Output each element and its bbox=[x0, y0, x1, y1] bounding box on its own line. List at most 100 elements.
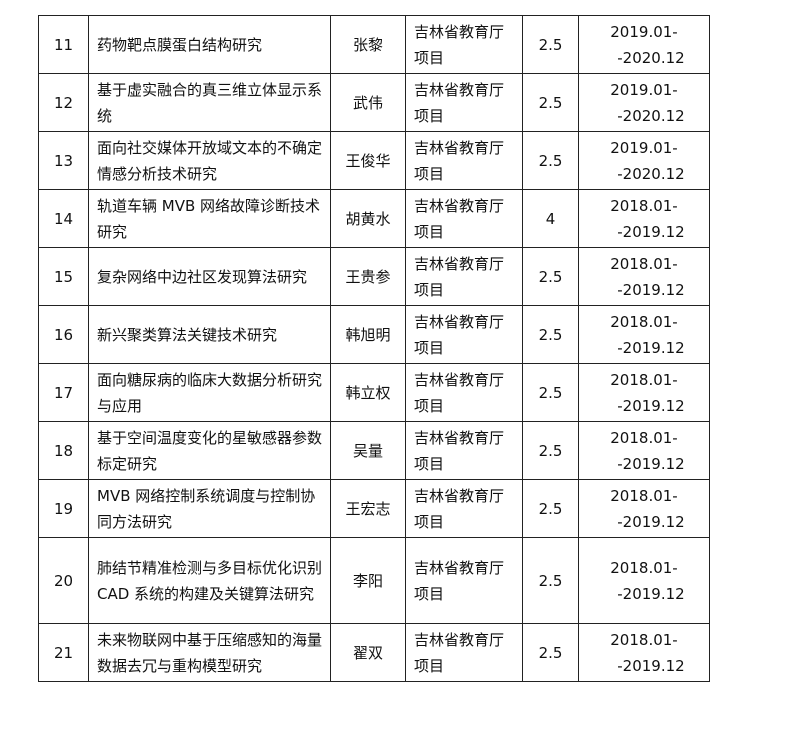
row-number: 14 bbox=[38, 189, 89, 248]
project-funding: 2.5 bbox=[522, 247, 579, 306]
table-row: 18 基于空间温度变化的星敏感器参数标定研究 吴量 吉林省教育厅项目 2.5 2018.0… bbox=[38, 421, 710, 480]
period-end: -2019.12 bbox=[617, 338, 685, 357]
period-end: -2019.12 bbox=[617, 222, 685, 241]
row-number: 16 bbox=[38, 305, 89, 364]
project-funding: 2.5 bbox=[522, 479, 579, 538]
project-period: 2018.01- -2019.12 bbox=[578, 537, 710, 624]
project-leader: 韩立权 bbox=[330, 363, 406, 422]
project-funding: 2.5 bbox=[522, 305, 579, 364]
period-end: -2020.12 bbox=[617, 48, 685, 67]
period-start: 2019.01- bbox=[610, 22, 678, 41]
project-funding: 2.5 bbox=[522, 73, 579, 132]
project-leader: 武伟 bbox=[330, 73, 406, 132]
project-period: 2018.01- -2019.12 bbox=[578, 189, 710, 248]
project-title: 轨道车辆 MVB 网络故障诊断技术研究 bbox=[88, 189, 331, 248]
table-row: 17 面向糖尿病的临床大数据分析研究与应用 韩立权 吉林省教育厅项目 2.5 2018.0… bbox=[38, 363, 710, 422]
project-period: 2019.01- -2020.12 bbox=[578, 131, 710, 190]
table-row: 13 面向社交媒体开放域文本的不确定情感分析技术研究 王俊华 吉林省教育厅项目 2.5 2… bbox=[38, 131, 710, 190]
project-period: 2019.01- -2020.12 bbox=[578, 15, 710, 74]
period-start: 2019.01- bbox=[610, 138, 678, 157]
project-leader: 胡黄水 bbox=[330, 189, 406, 248]
project-source: 吉林省教育厅项目 bbox=[405, 189, 523, 248]
period-end: -2019.12 bbox=[617, 454, 685, 473]
row-number: 21 bbox=[38, 623, 89, 682]
project-title: 面向糖尿病的临床大数据分析研究与应用 bbox=[88, 363, 331, 422]
project-title: 新兴聚类算法关键技术研究 bbox=[88, 305, 331, 364]
project-period: 2018.01- -2019.12 bbox=[578, 363, 710, 422]
project-source: 吉林省教育厅项目 bbox=[405, 537, 523, 624]
row-number: 12 bbox=[38, 73, 89, 132]
period-end: -2019.12 bbox=[617, 280, 685, 299]
period-start: 2018.01- bbox=[610, 630, 678, 649]
table-row: 12 基于虚实融合的真三维立体显示系统 武伟 吉林省教育厅项目 2.5 2019.01- -… bbox=[38, 73, 710, 132]
table-row: 11 药物靶点膜蛋白结构研究 张黎 吉林省教育厅项目 2.5 2019.01- -2020.… bbox=[38, 15, 710, 74]
project-funding: 4 bbox=[522, 189, 579, 248]
project-source: 吉林省教育厅项目 bbox=[405, 247, 523, 306]
project-leader: 韩旭明 bbox=[330, 305, 406, 364]
period-start: 2018.01- bbox=[610, 254, 678, 273]
table-row: 19 MVB 网络控制系统调度与控制协同方法研究 王宏志 吉林省教育厅项目 2.5 201… bbox=[38, 479, 710, 538]
row-number: 17 bbox=[38, 363, 89, 422]
project-title: 药物靶点膜蛋白结构研究 bbox=[88, 15, 331, 74]
table-row: 16 新兴聚类算法关键技术研究 韩旭明 吉林省教育厅项目 2.5 2018.01- -201… bbox=[38, 305, 710, 364]
row-number: 18 bbox=[38, 421, 89, 480]
project-title: 面向社交媒体开放域文本的不确定情感分析技术研究 bbox=[88, 131, 331, 190]
project-source: 吉林省教育厅项目 bbox=[405, 131, 523, 190]
project-title: 基于虚实融合的真三维立体显示系统 bbox=[88, 73, 331, 132]
project-funding: 2.5 bbox=[522, 421, 579, 480]
row-number: 13 bbox=[38, 131, 89, 190]
project-leader: 李阳 bbox=[330, 537, 406, 624]
period-start: 2018.01- bbox=[610, 428, 678, 447]
project-funding: 2.5 bbox=[522, 131, 579, 190]
project-source: 吉林省教育厅项目 bbox=[405, 623, 523, 682]
project-leader: 王贵参 bbox=[330, 247, 406, 306]
project-funding: 2.5 bbox=[522, 363, 579, 422]
table-row: 21 未来物联网中基于压缩感知的海量数据去冗与重构模型研究 翟双 吉林省教育厅项目 2.… bbox=[38, 623, 710, 682]
project-title: 肺结节精准检测与多目标优化识别 CAD 系统的构建及关键算法研究 bbox=[88, 537, 331, 624]
project-period: 2018.01- -2019.12 bbox=[578, 623, 710, 682]
period-end: -2019.12 bbox=[617, 396, 685, 415]
project-leader: 翟双 bbox=[330, 623, 406, 682]
project-source: 吉林省教育厅项目 bbox=[405, 363, 523, 422]
project-period: 2018.01- -2019.12 bbox=[578, 305, 710, 364]
period-end: -2020.12 bbox=[617, 164, 685, 183]
project-leader: 吴量 bbox=[330, 421, 406, 480]
project-source: 吉林省教育厅项目 bbox=[405, 479, 523, 538]
row-number: 19 bbox=[38, 479, 89, 538]
project-source: 吉林省教育厅项目 bbox=[405, 421, 523, 480]
row-number: 20 bbox=[38, 537, 89, 624]
project-source: 吉林省教育厅项目 bbox=[405, 15, 523, 74]
period-start: 2018.01- bbox=[610, 196, 678, 215]
period-start: 2018.01- bbox=[610, 558, 678, 577]
project-source: 吉林省教育厅项目 bbox=[405, 305, 523, 364]
period-start: 2019.01- bbox=[610, 80, 678, 99]
project-title: 基于空间温度变化的星敏感器参数标定研究 bbox=[88, 421, 331, 480]
project-leader: 王宏志 bbox=[330, 479, 406, 538]
row-number: 11 bbox=[38, 15, 89, 74]
project-period: 2019.01- -2020.12 bbox=[578, 73, 710, 132]
period-end: -2019.12 bbox=[617, 512, 685, 531]
project-funding: 2.5 bbox=[522, 537, 579, 624]
project-period: 2018.01- -2019.12 bbox=[578, 247, 710, 306]
project-title: 复杂网络中边社区发现算法研究 bbox=[88, 247, 331, 306]
period-start: 2018.01- bbox=[610, 486, 678, 505]
period-end: -2019.12 bbox=[617, 656, 685, 675]
period-start: 2018.01- bbox=[610, 312, 678, 331]
row-number: 15 bbox=[38, 247, 89, 306]
project-title: 未来物联网中基于压缩感知的海量数据去冗与重构模型研究 bbox=[88, 623, 331, 682]
project-table: 11 药物靶点膜蛋白结构研究 张黎 吉林省教育厅项目 2.5 2019.01- -2020.… bbox=[38, 15, 710, 682]
project-period: 2018.01- -2019.12 bbox=[578, 421, 710, 480]
table-row: 15 复杂网络中边社区发现算法研究 王贵参 吉林省教育厅项目 2.5 2018.01- -2… bbox=[38, 247, 710, 306]
project-source: 吉林省教育厅项目 bbox=[405, 73, 523, 132]
project-funding: 2.5 bbox=[522, 15, 579, 74]
period-end: -2020.12 bbox=[617, 106, 685, 125]
period-start: 2018.01- bbox=[610, 370, 678, 389]
project-period: 2018.01- -2019.12 bbox=[578, 479, 710, 538]
project-title: MVB 网络控制系统调度与控制协同方法研究 bbox=[88, 479, 331, 538]
project-leader: 王俊华 bbox=[330, 131, 406, 190]
project-funding: 2.5 bbox=[522, 623, 579, 682]
table-row: 20 肺结节精准检测与多目标优化识别 CAD 系统的构建及关键算法研究 李阳 吉林省教… bbox=[38, 537, 710, 624]
project-leader: 张黎 bbox=[330, 15, 406, 74]
table-row: 14 轨道车辆 MVB 网络故障诊断技术研究 胡黄水 吉林省教育厅项目 4 2018.01… bbox=[38, 189, 710, 248]
period-end: -2019.12 bbox=[617, 584, 685, 603]
